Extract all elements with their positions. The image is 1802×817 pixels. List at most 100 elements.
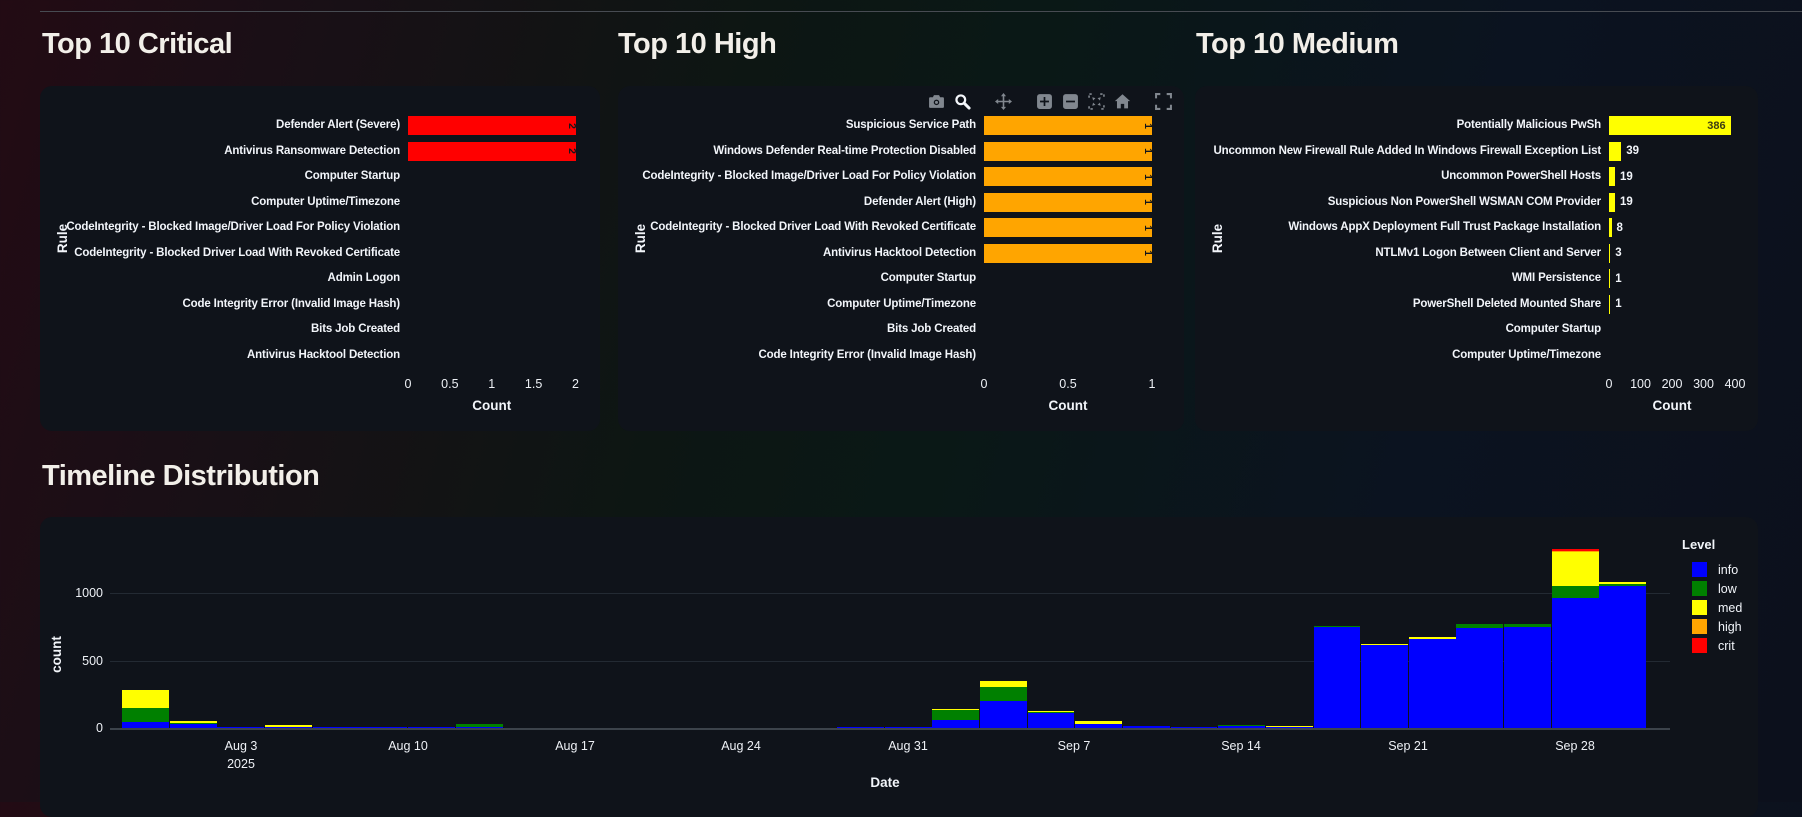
timeline-bar-info[interactable] xyxy=(407,726,455,728)
autoscale-icon[interactable] xyxy=(1088,93,1105,110)
bar[interactable] xyxy=(1609,192,1615,212)
bar[interactable] xyxy=(1609,269,1611,289)
high-chart-card[interactable]: Suspicious Service Path 1 Windows Defender… xyxy=(618,86,1184,431)
bar[interactable]: 1 xyxy=(984,243,1154,263)
category-label: Uncommon PowerShell Hosts xyxy=(1441,170,1601,182)
timeline-bar-info[interactable] xyxy=(264,726,312,728)
timeline-bar-low[interactable] xyxy=(1456,624,1504,629)
timeline-bar-med[interactable] xyxy=(169,720,217,723)
x-axis-tick: Sep 28 xyxy=(1555,739,1595,753)
timeline-bar-info[interactable] xyxy=(1456,628,1504,728)
medium-chart-card[interactable]: Potentially Malicious PwSh 386 Uncommon Ne… xyxy=(1195,86,1758,431)
timeline-bar-info[interactable] xyxy=(1313,627,1361,728)
timeline-bar-info[interactable] xyxy=(1551,598,1599,728)
timeline-bar-info[interactable] xyxy=(884,726,932,728)
bar-value-label: 1 xyxy=(1142,148,1155,155)
bar[interactable] xyxy=(1609,294,1611,314)
timeline-bar-low[interactable] xyxy=(169,722,217,724)
legend-entry-low[interactable]: low xyxy=(1692,581,1737,596)
timeline-bar-info[interactable] xyxy=(217,726,265,728)
timeline-bar-med[interactable] xyxy=(1599,581,1647,585)
timeline-bar-info[interactable] xyxy=(932,719,980,728)
timeline-bar-info[interactable] xyxy=(312,726,360,728)
category-label: Computer Uptime/Timezone xyxy=(827,297,976,310)
legend-title: Level xyxy=(1682,537,1716,552)
bar-value-label: 1 xyxy=(1615,272,1622,285)
x-axis-title: Count xyxy=(1652,398,1692,413)
timeline-bar-med[interactable] xyxy=(1551,552,1599,587)
legend-swatch xyxy=(1692,619,1707,634)
critical-chart-card[interactable]: Defender Alert (Severe) 2 Antivirus Ransom… xyxy=(40,86,600,431)
timeline-bar-info[interactable] xyxy=(1408,638,1456,728)
timeline-bar-low[interactable] xyxy=(1027,711,1075,714)
camera-icon[interactable] xyxy=(928,93,945,110)
legend-entry-med[interactable]: med xyxy=(1692,600,1742,615)
timeline-bar-low[interactable] xyxy=(1313,626,1361,628)
timeline-bar-med[interactable] xyxy=(1408,637,1456,639)
bar[interactable]: 1 xyxy=(984,141,1155,161)
zoom-out-icon[interactable] xyxy=(1062,93,1079,110)
timeline-bar-low[interactable] xyxy=(1218,725,1266,727)
timeline-bar-low[interactable] xyxy=(1551,586,1599,599)
category-label: Suspicious Non PowerShell WSMAN COM Prov… xyxy=(1327,195,1601,208)
timeline-bar-med[interactable] xyxy=(1027,710,1075,712)
timeline-bar-med[interactable] xyxy=(1075,721,1123,725)
fullscreen-icon[interactable] xyxy=(1155,93,1172,110)
bar[interactable] xyxy=(1609,141,1622,161)
bar-value-label: 1 xyxy=(1615,298,1622,311)
timeline-bar-med[interactable] xyxy=(932,708,980,710)
timeline-bar-low[interactable] xyxy=(455,724,503,727)
timeline-bar-info[interactable] xyxy=(1170,726,1218,728)
timeline-bar-info[interactable] xyxy=(1599,585,1647,728)
home-icon[interactable] xyxy=(1114,93,1131,110)
bar[interactable] xyxy=(1609,243,1611,263)
bar[interactable]: 386 xyxy=(1609,116,1731,136)
timeline-bar-med[interactable] xyxy=(1265,725,1313,727)
timeline-bar-low[interactable] xyxy=(932,709,980,720)
timeline-bar-high[interactable] xyxy=(1551,550,1599,553)
timeline-bar-low[interactable] xyxy=(1599,584,1647,586)
zoom-in-icon[interactable] xyxy=(1036,93,1053,110)
timeline-bar-info[interactable] xyxy=(1504,627,1552,728)
timeline-bar-info[interactable] xyxy=(122,721,169,728)
critical-chart-title: Top 10 Critical xyxy=(42,28,233,60)
timeline-bar-info[interactable] xyxy=(1265,726,1313,728)
timeline-bar-info[interactable] xyxy=(455,726,503,728)
zoom-icon[interactable] xyxy=(954,93,971,110)
timeline-bar-low[interactable] xyxy=(122,707,169,722)
legend-entry-info[interactable]: info xyxy=(1692,562,1738,577)
timeline-bar-info[interactable] xyxy=(360,726,408,728)
bar[interactable] xyxy=(1609,218,1612,238)
y-gridline xyxy=(110,593,1670,594)
bar[interactable] xyxy=(1609,167,1615,187)
timeline-bar-info[interactable] xyxy=(1027,713,1075,728)
timeline-bar-info[interactable] xyxy=(169,723,217,728)
timeline-bar-info[interactable] xyxy=(1122,725,1170,728)
bar[interactable]: 2 xyxy=(408,141,578,161)
bar[interactable]: 1 xyxy=(984,192,1154,212)
bar[interactable]: 2 xyxy=(408,116,578,136)
category-label: Bits Job Created xyxy=(311,323,400,335)
y-gridline xyxy=(110,660,1670,662)
timeline-bar-crit[interactable] xyxy=(1551,548,1599,551)
timeline-bar-low[interactable] xyxy=(979,686,1027,701)
legend-entry-crit[interactable]: crit xyxy=(1692,638,1735,653)
timeline-bar-low[interactable] xyxy=(1504,624,1552,628)
timeline-chart-card[interactable]: 0 500 1000 Aug 3 2025 Aug 10 Aug 17 Aug 24 Aug 3… xyxy=(40,517,1758,817)
bar[interactable]: 1 xyxy=(984,218,1154,238)
pan-icon[interactable] xyxy=(995,93,1012,110)
x-axis-title: Count xyxy=(472,398,512,413)
timeline-bar-med[interactable] xyxy=(1361,643,1409,645)
bar[interactable]: 1 xyxy=(984,167,1154,187)
timeline-bar-med[interactable] xyxy=(979,680,1027,687)
timeline-bar-med[interactable] xyxy=(122,689,169,708)
timeline-bar-info[interactable] xyxy=(1218,726,1266,728)
timeline-bar-med[interactable] xyxy=(264,725,312,727)
legend-entry-high[interactable]: high xyxy=(1692,619,1742,634)
timeline-bar-info[interactable] xyxy=(1361,644,1409,728)
bar[interactable]: 1 xyxy=(984,116,1154,136)
timeline-bar-info[interactable] xyxy=(979,701,1027,728)
timeline-bar-info[interactable] xyxy=(836,726,884,728)
timeline-bar-info[interactable] xyxy=(1075,724,1123,728)
category-label: Code Integrity Error (Invalid Image Hash… xyxy=(182,297,400,310)
